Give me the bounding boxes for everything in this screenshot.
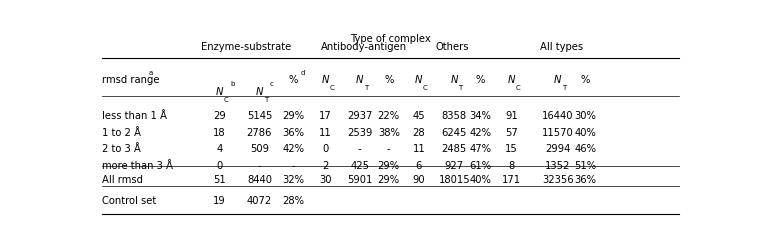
Text: 29%: 29% <box>282 111 304 121</box>
Text: 8: 8 <box>508 160 514 170</box>
Text: rmsd range: rmsd range <box>102 75 160 85</box>
Text: 29: 29 <box>213 111 226 121</box>
Text: 15: 15 <box>505 144 518 153</box>
Text: 8358: 8358 <box>442 111 467 121</box>
Text: -: - <box>387 144 391 153</box>
Text: 171: 171 <box>502 175 521 185</box>
Text: 36%: 36% <box>575 175 597 185</box>
Text: N: N <box>322 75 329 85</box>
Text: 42%: 42% <box>282 144 304 153</box>
Text: 18015: 18015 <box>438 175 470 185</box>
Text: N: N <box>415 75 423 85</box>
Text: C: C <box>423 84 427 90</box>
Text: 38%: 38% <box>378 127 400 137</box>
Text: N: N <box>450 75 458 85</box>
Text: 32356: 32356 <box>542 175 574 185</box>
Text: -: - <box>291 160 295 170</box>
Text: N: N <box>554 75 562 85</box>
Text: 51%: 51% <box>575 160 597 170</box>
Text: 6: 6 <box>416 160 422 170</box>
Text: Control set: Control set <box>102 195 156 205</box>
Text: 29%: 29% <box>378 175 400 185</box>
Text: 2994: 2994 <box>545 144 570 153</box>
Text: 61%: 61% <box>469 160 491 170</box>
Text: 45: 45 <box>412 111 425 121</box>
Text: 509: 509 <box>250 144 269 153</box>
Text: 40%: 40% <box>575 127 597 137</box>
Text: 40%: 40% <box>469 175 491 185</box>
Text: All types: All types <box>540 42 584 52</box>
Text: 16440: 16440 <box>542 111 573 121</box>
Text: -: - <box>358 144 362 153</box>
Text: 34%: 34% <box>469 111 491 121</box>
Text: c: c <box>270 81 274 87</box>
Text: 11: 11 <box>319 127 332 137</box>
Text: 46%: 46% <box>575 144 597 153</box>
Text: 425: 425 <box>351 160 370 170</box>
Text: N: N <box>356 75 363 85</box>
Text: Enzyme-substrate: Enzyme-substrate <box>200 42 291 52</box>
Text: 19: 19 <box>213 195 226 205</box>
Text: less than 1 Å: less than 1 Å <box>102 111 168 121</box>
Text: 5145: 5145 <box>247 111 272 121</box>
Text: 2539: 2539 <box>347 127 373 137</box>
Text: 32%: 32% <box>282 175 304 185</box>
Text: 11: 11 <box>412 144 425 153</box>
Text: All rmsd: All rmsd <box>102 175 143 185</box>
Text: 4: 4 <box>216 144 223 153</box>
Text: 927: 927 <box>445 160 464 170</box>
Text: 0: 0 <box>322 144 328 153</box>
Text: 17: 17 <box>319 111 332 121</box>
Text: T: T <box>364 84 368 90</box>
Text: %: % <box>288 75 298 85</box>
Text: C: C <box>330 84 335 90</box>
Text: 4072: 4072 <box>247 195 272 205</box>
Text: 36%: 36% <box>282 127 304 137</box>
Text: d: d <box>300 70 305 76</box>
Text: 22%: 22% <box>378 111 400 121</box>
Text: %: % <box>475 75 485 85</box>
Text: T: T <box>562 84 566 90</box>
Text: 2 to 3 Å: 2 to 3 Å <box>102 144 141 153</box>
Text: C: C <box>516 84 520 90</box>
Text: 1 to 2 Å: 1 to 2 Å <box>102 127 141 137</box>
Text: %: % <box>384 75 393 85</box>
Text: 28: 28 <box>412 127 425 137</box>
Text: N: N <box>507 75 515 85</box>
Text: 6245: 6245 <box>442 127 467 137</box>
Text: 42%: 42% <box>469 127 491 137</box>
Text: T: T <box>459 84 463 90</box>
Text: b: b <box>230 81 234 87</box>
Text: 8440: 8440 <box>247 175 272 185</box>
Text: 28%: 28% <box>282 195 304 205</box>
Text: 30: 30 <box>319 175 331 185</box>
Text: 2786: 2786 <box>247 127 272 137</box>
Text: 5901: 5901 <box>347 175 373 185</box>
Text: 30%: 30% <box>575 111 597 121</box>
Text: Others: Others <box>436 42 469 52</box>
Text: C: C <box>224 96 229 102</box>
Text: 11570: 11570 <box>542 127 574 137</box>
Text: 0: 0 <box>216 160 223 170</box>
Text: 2485: 2485 <box>442 144 467 153</box>
Text: 2: 2 <box>322 160 328 170</box>
Text: 51: 51 <box>213 175 226 185</box>
Text: 18: 18 <box>213 127 226 137</box>
Text: more than 3 Å: more than 3 Å <box>102 160 173 170</box>
Text: %: % <box>581 75 590 85</box>
Text: 2937: 2937 <box>347 111 373 121</box>
Text: 91: 91 <box>505 111 518 121</box>
Text: T: T <box>264 96 268 102</box>
Text: 90: 90 <box>412 175 425 185</box>
Text: -: - <box>258 160 261 170</box>
Text: 47%: 47% <box>469 144 491 153</box>
Text: Type of complex: Type of complex <box>351 34 431 43</box>
Text: Antibody-antigen: Antibody-antigen <box>321 42 407 52</box>
Text: a: a <box>149 70 152 76</box>
Text: 57: 57 <box>505 127 518 137</box>
Text: 29%: 29% <box>378 160 400 170</box>
Text: N: N <box>216 86 223 96</box>
Text: 1352: 1352 <box>545 160 570 170</box>
Text: N: N <box>256 86 263 96</box>
